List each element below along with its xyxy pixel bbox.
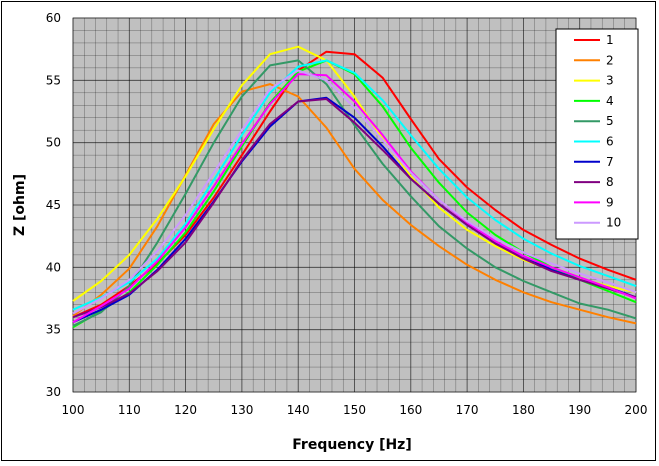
x-tick-label: 140: [287, 403, 310, 417]
legend-label: 4: [606, 94, 614, 108]
legend-label: 2: [606, 53, 614, 67]
x-tick-label: 150: [343, 403, 366, 417]
legend-label: 8: [606, 175, 614, 189]
series-line-10: [72, 69, 637, 315]
legend-label: 6: [606, 135, 614, 149]
y-tick-label: 40: [46, 260, 61, 274]
series-lines: [72, 45, 637, 329]
series-line-5: [72, 59, 637, 327]
x-axis-label: Frequency [Hz]: [292, 437, 411, 453]
series-line-9: [72, 73, 637, 324]
x-tick-label: 180: [512, 403, 535, 417]
series-line-8: [72, 98, 637, 319]
series-line-6: [72, 59, 637, 311]
legend: 1 2 3 4 5 6 7 8 9 10: [555, 28, 639, 240]
legend-label: 1: [606, 33, 614, 47]
legend-box: [555, 28, 639, 240]
legend-label: 3: [606, 74, 614, 88]
legend-label: 10: [606, 216, 621, 230]
legend-label: 9: [606, 195, 614, 209]
y-tick-label: 45: [46, 198, 61, 212]
x-tick-label: 110: [118, 403, 141, 417]
y-tick-label: 60: [46, 11, 61, 25]
x-tick-label: 100: [62, 403, 85, 417]
y-tick-label: 55: [46, 73, 61, 87]
y-tick-label: 30: [46, 385, 61, 399]
legend-label: 5: [606, 114, 614, 128]
x-tick-label: 120: [174, 403, 197, 417]
y-axis-label: Z [ohm]: [12, 174, 28, 236]
x-tick-label: 190: [568, 403, 591, 417]
y-tick-label: 35: [46, 323, 61, 337]
x-tick-label: 130: [230, 403, 253, 417]
series-line-2: [72, 83, 637, 325]
x-axis: 100 110 120 130 140 150 160 170 180 190 200: [62, 403, 648, 417]
y-tick-label: 50: [46, 136, 61, 150]
x-tick-label: 160: [399, 403, 422, 417]
x-tick-label: 200: [625, 403, 648, 417]
x-tick-label: 170: [456, 403, 479, 417]
legend-label: 7: [606, 155, 614, 169]
series-line-7: [72, 96, 637, 324]
y-axis: 30 35 40 45 50 55 60: [46, 11, 61, 399]
